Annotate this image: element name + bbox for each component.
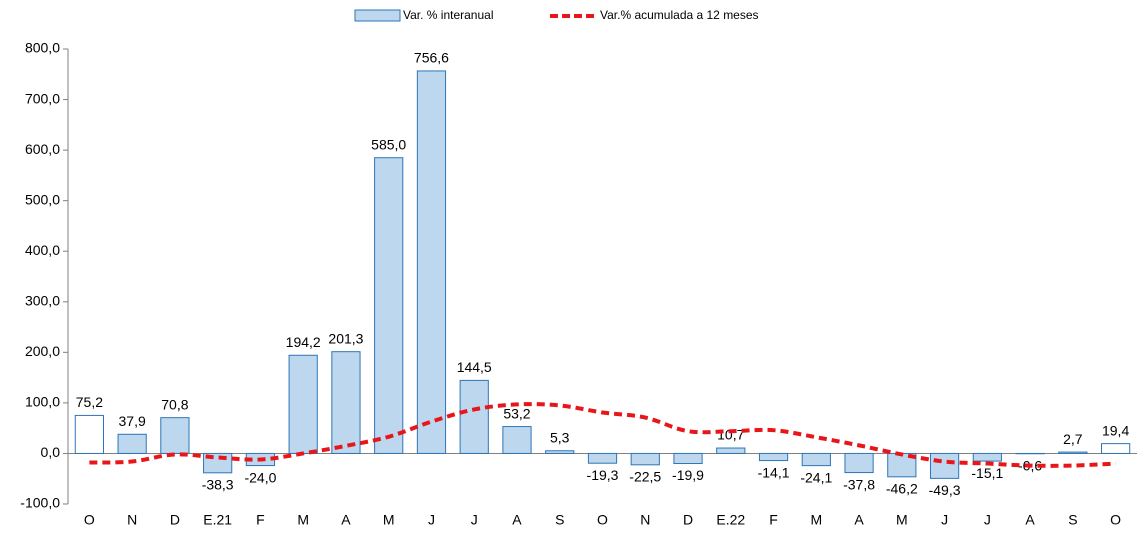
bar [716, 447, 746, 454]
x-tick-label: J [428, 512, 435, 528]
bar [545, 450, 575, 454]
x-tick-label: M [810, 512, 822, 528]
value-label: 194,2 [286, 334, 321, 350]
value-label: -19,3 [587, 467, 619, 483]
x-tick-label: M [383, 512, 395, 528]
y-tick-label: -100,0 [20, 495, 60, 511]
bar [502, 426, 532, 454]
x-tick-label: O [84, 512, 95, 528]
bar [1101, 443, 1131, 454]
value-label: 75,2 [76, 394, 103, 410]
x-tick-label: M [896, 512, 908, 528]
bar [673, 452, 703, 465]
value-label: 756,6 [414, 50, 449, 66]
bar [374, 157, 404, 454]
value-label: 2,7 [1063, 431, 1083, 447]
legend: Var. % interanual Var.% acumulada a 12 m… [354, 8, 759, 22]
bar [459, 379, 489, 454]
value-label: 37,9 [119, 413, 146, 429]
bar [416, 70, 447, 454]
y-tick-label: 400,0 [25, 242, 60, 258]
legend-label: Var.% acumulada a 12 meses [600, 8, 759, 22]
bar [758, 452, 789, 462]
y-tick-label: 300,0 [25, 292, 60, 308]
x-tick-label: S [1068, 512, 1077, 528]
y-tick-label: 500,0 [25, 191, 60, 207]
value-label: -24,1 [800, 469, 832, 485]
x-tick-label: N [127, 512, 137, 528]
value-label: -15,1 [971, 465, 1003, 481]
y-tick-label: 800,0 [25, 40, 60, 56]
line [89, 402, 1116, 468]
x-tick-label: A [854, 512, 864, 528]
x-tick-label: S [555, 512, 564, 528]
value-label: 53,2 [503, 405, 530, 421]
bar [929, 452, 960, 479]
bar [331, 351, 361, 454]
value-label: 585,0 [371, 136, 406, 152]
x-tick-label: J [471, 512, 478, 528]
value-label: -19,9 [672, 467, 704, 483]
x-tick-label: J [941, 512, 948, 528]
y-tick-label: 200,0 [25, 343, 60, 359]
value-label: 5,3 [550, 429, 570, 445]
bar [117, 433, 147, 454]
y-tick-label: 700,0 [25, 90, 60, 106]
legend-swatch [354, 9, 401, 22]
value-label: -22,5 [629, 469, 661, 485]
bar [160, 417, 190, 454]
x-tick-label: A [341, 512, 351, 528]
value-label: -46,2 [886, 481, 918, 497]
value-label: -24,0 [244, 469, 276, 485]
bar [74, 414, 104, 454]
bar [288, 354, 318, 454]
value-label: 201,3 [328, 330, 363, 346]
x-tick-label: D [683, 512, 693, 528]
value-label: 19,4 [1102, 422, 1129, 438]
x-tick-label: O [1110, 512, 1121, 528]
value-label: -37,8 [843, 476, 875, 492]
bar [587, 452, 618, 464]
x-tick-label: F [256, 512, 265, 528]
value-label: -38,3 [202, 477, 234, 493]
bar [1058, 451, 1088, 454]
bar [630, 452, 660, 466]
x-tick-label: O [597, 512, 608, 528]
y-tick-label: 100,0 [25, 394, 60, 410]
x-tick-label: N [640, 512, 650, 528]
value-label: 10,7 [717, 427, 744, 443]
legend-label: Var. % interanual [403, 8, 494, 22]
y-tick-label: 600,0 [25, 141, 60, 157]
value-label: 144,5 [457, 359, 492, 375]
x-tick-label: E.22 [716, 512, 745, 528]
x-tick-label: M [297, 512, 309, 528]
x-tick-label: J [984, 512, 991, 528]
bar [972, 452, 1002, 462]
value-label: 70,8 [161, 396, 188, 412]
value-label: -14,1 [758, 464, 790, 480]
y-tick-label: 0,0 [41, 444, 61, 460]
bar [844, 452, 874, 474]
x-tick-label: A [512, 512, 522, 528]
bar [801, 452, 831, 467]
x-tick-label: F [769, 512, 778, 528]
x-tick-label: E.21 [203, 512, 232, 528]
x-tick-label: A [1025, 512, 1035, 528]
value-label: -49,3 [929, 482, 961, 498]
x-tick-label: D [170, 512, 180, 528]
